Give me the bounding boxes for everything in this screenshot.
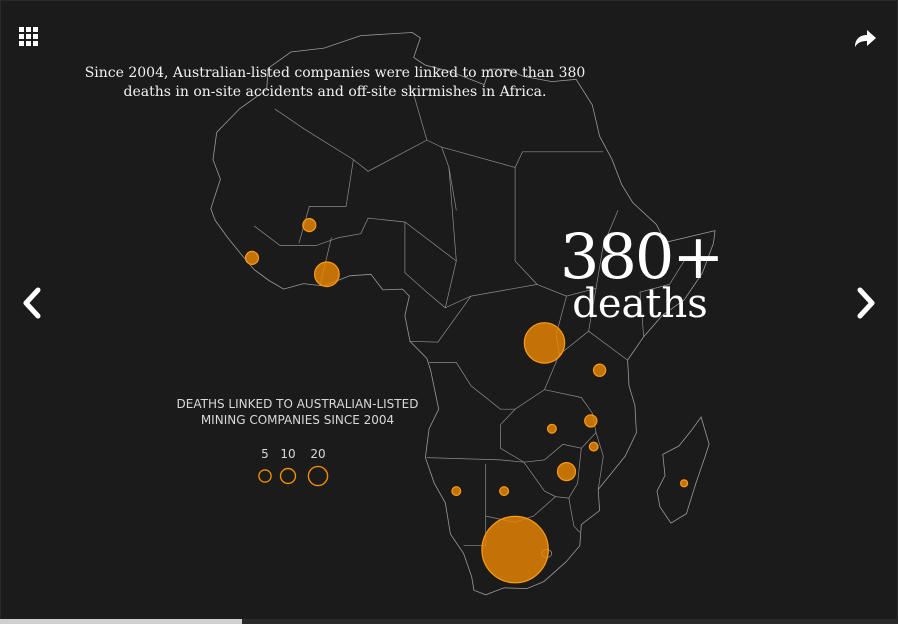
slide-progress-fill (0, 619, 243, 624)
madagascar-coastline (656, 416, 710, 524)
country-border (253, 217, 457, 262)
death-bubble[interactable] (588, 441, 599, 452)
country-border (639, 256, 692, 337)
legend-key-20-label: 20 (310, 447, 326, 461)
chevron-left-icon (23, 287, 41, 319)
country-border (500, 389, 597, 463)
country-border (523, 448, 582, 499)
death-bubble[interactable] (481, 515, 549, 584)
death-bubble[interactable] (584, 414, 598, 428)
grid-menu-button[interactable] (19, 27, 39, 47)
country-border (441, 146, 604, 168)
country-border (595, 432, 604, 490)
death-bubble[interactable] (499, 486, 510, 497)
country-border (588, 330, 628, 361)
previous-slide-button[interactable] (20, 287, 46, 319)
country-border (409, 295, 472, 343)
death-bubble[interactable] (546, 423, 557, 434)
death-bubble[interactable] (523, 322, 566, 364)
share-button[interactable] (852, 27, 878, 49)
grid-icon (19, 27, 38, 46)
slide-progress-track (0, 619, 898, 624)
chevron-right-icon (857, 287, 875, 319)
legend-circle-10 (279, 467, 297, 485)
legend-title: DEATHS LINKED TO AUSTRALIAN-LISTED MININ… (176, 397, 419, 427)
country-border (274, 108, 457, 211)
death-bubble[interactable] (302, 218, 317, 233)
death-bubble[interactable] (451, 486, 462, 497)
legend-size-key (258, 465, 329, 487)
death-bubble[interactable] (244, 250, 260, 265)
legend-key-5-label: 5 (261, 447, 269, 461)
legend-circle-5 (258, 469, 272, 483)
country-border (404, 222, 446, 309)
death-bubble[interactable] (592, 363, 607, 377)
death-bubble[interactable] (679, 479, 689, 488)
death-bubble[interactable] (556, 462, 577, 482)
bubble-layer (244, 218, 689, 584)
country-border (426, 457, 524, 463)
stat-unit: deaths (572, 281, 708, 327)
legend-circle-20 (307, 465, 329, 487)
next-slide-button[interactable] (852, 287, 878, 319)
share-arrow-icon (855, 30, 876, 47)
legend-key-10-label: 10 (280, 447, 296, 461)
death-bubble[interactable] (314, 261, 340, 288)
stat-value: 380+ (560, 220, 724, 293)
headline: Since 2004, Australian-listed companies … (84, 65, 586, 100)
country-border (408, 87, 428, 141)
country-border (568, 498, 581, 533)
